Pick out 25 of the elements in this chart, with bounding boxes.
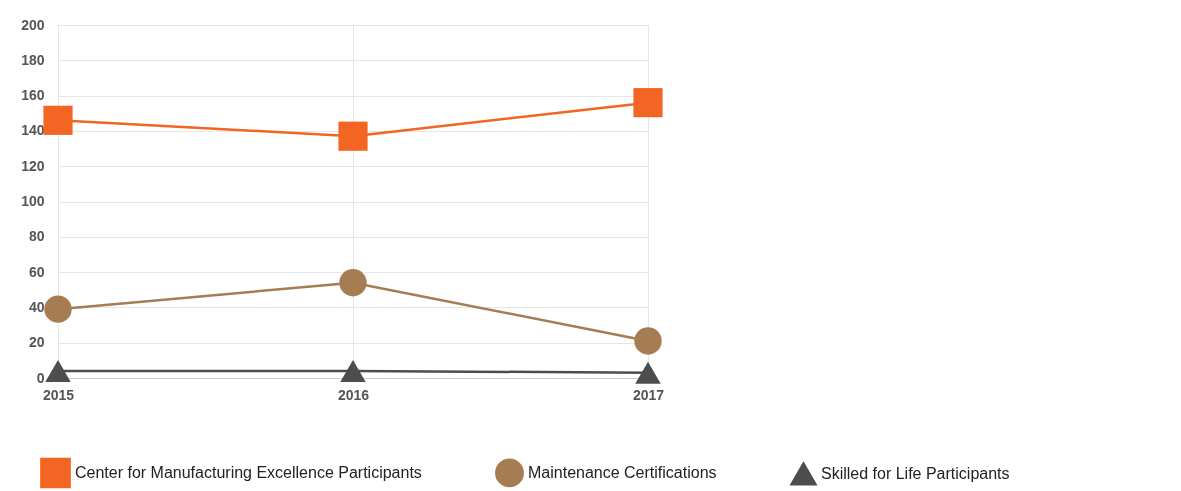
y-tick-label: 120 xyxy=(21,157,45,174)
point xyxy=(338,121,368,151)
y-tick-label: 40 xyxy=(28,298,45,315)
point xyxy=(43,105,73,135)
legend-label: Skilled for Life Participants xyxy=(821,464,1010,482)
point xyxy=(340,359,366,382)
y-tick-label: 80 xyxy=(28,228,45,245)
legend-label: Maintenance Certifications xyxy=(528,463,717,481)
y-tick-label: 180 xyxy=(21,51,45,68)
point xyxy=(44,295,72,323)
x-tick-label: 2016 xyxy=(337,386,370,403)
y-tick-label: 60 xyxy=(28,263,45,280)
point xyxy=(633,88,663,118)
legend-label: Center for Manufacturing Excellence Participants xyxy=(75,463,422,481)
y-tick-label: 20 xyxy=(28,334,45,351)
x-tick-label: 2017 xyxy=(632,386,665,403)
y-tick-label: 200 xyxy=(21,16,45,33)
x-tick-label: 2015 xyxy=(42,386,75,403)
y-tick-label: 160 xyxy=(21,87,45,104)
point xyxy=(635,361,661,384)
point xyxy=(339,269,367,297)
y-tick-label: 100 xyxy=(21,193,45,209)
point xyxy=(45,359,71,382)
y-tick-label: 0 xyxy=(36,369,45,386)
point xyxy=(634,327,662,355)
